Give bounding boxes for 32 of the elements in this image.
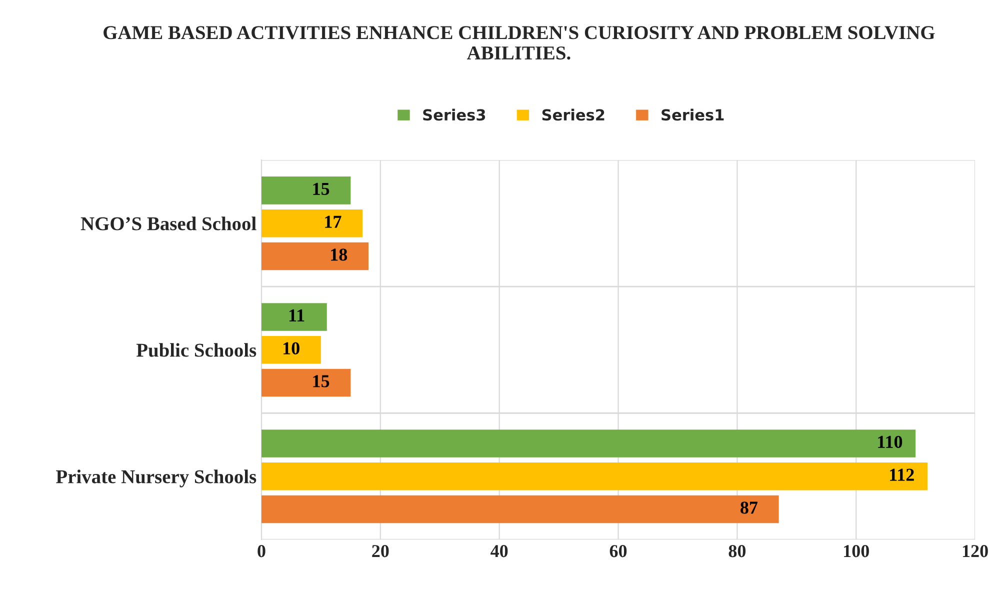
legend-label: Series2 xyxy=(542,108,604,121)
data-label: 110 xyxy=(878,436,902,448)
x-tick-label: 80 xyxy=(728,545,746,558)
legend-label: Series1 xyxy=(662,108,724,121)
x-tick-label: 0 xyxy=(258,545,266,558)
bar xyxy=(261,430,916,458)
bar xyxy=(261,242,369,270)
y-tick-label: Private Nursery Schools xyxy=(56,470,256,488)
data-label: 15 xyxy=(313,182,330,195)
bar xyxy=(261,462,928,490)
x-tick-label: 40 xyxy=(490,545,508,558)
x-tick-label: 60 xyxy=(610,545,627,558)
x-tick-label: 100 xyxy=(844,545,869,558)
data-label: 18 xyxy=(331,248,348,261)
y-tick-label: Public Schools xyxy=(136,343,256,357)
x-tick-label: 20 xyxy=(372,545,389,558)
bar xyxy=(261,495,779,524)
x-tick-label: 120 xyxy=(962,545,988,558)
data-label: 11 xyxy=(289,309,304,322)
bar xyxy=(261,303,327,331)
data-label: 112 xyxy=(890,468,914,481)
chart-title: GAME BASED ACTIVITIES ENHANCE CHILDREN'S CURIOSITY AND PROBLEM SOLVING ABILITIES. xyxy=(104,26,935,60)
data-label: 10 xyxy=(284,342,300,354)
data-label: 15 xyxy=(313,375,330,388)
data-label: 87 xyxy=(740,502,758,514)
bar xyxy=(261,336,321,364)
bar xyxy=(261,209,363,238)
data-label: 17 xyxy=(325,216,342,228)
bar xyxy=(261,368,351,397)
legend-label: Series3 xyxy=(423,108,486,121)
y-tick-label: NGO’S Based School xyxy=(80,216,256,230)
bar xyxy=(261,176,351,204)
